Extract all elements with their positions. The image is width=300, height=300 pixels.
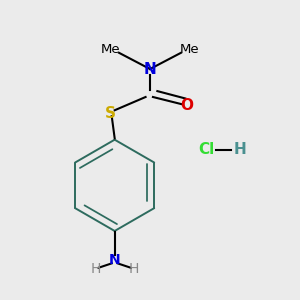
Text: N: N — [144, 61, 156, 76]
Text: H: H — [129, 262, 139, 276]
Text: Me: Me — [100, 44, 120, 56]
Text: Me: Me — [180, 44, 200, 56]
Text: O: O — [180, 98, 193, 113]
Text: S: S — [105, 106, 116, 121]
Text: N: N — [109, 254, 121, 267]
Text: H: H — [90, 262, 101, 276]
Text: Cl: Cl — [199, 142, 215, 158]
Text: H: H — [234, 142, 247, 158]
